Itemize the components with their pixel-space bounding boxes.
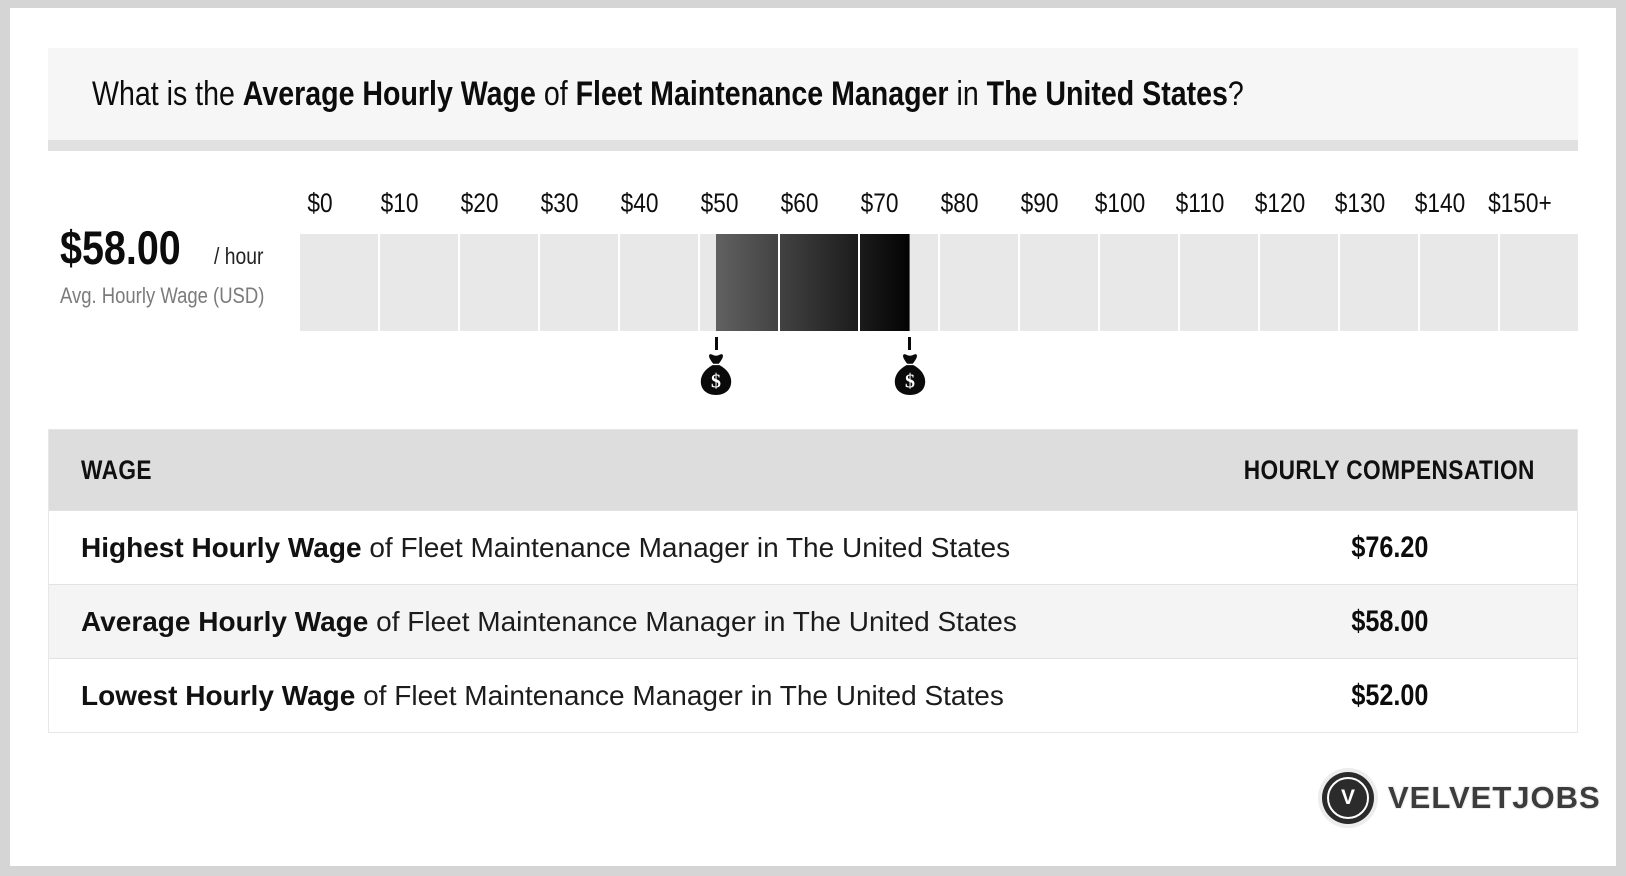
table-row: Highest Hourly Wage of Fleet Maintenance… [49, 510, 1577, 584]
title-emphasis: Fleet Maintenance Manager [575, 74, 949, 113]
banner-shadow-strip [48, 140, 1578, 151]
axis-tick-label: $0 [307, 187, 333, 218]
axis-tick-label: $20 [461, 187, 499, 218]
wage-type-label: Lowest Hourly Wage [81, 679, 356, 711]
wage-type-label: Highest Hourly Wage [81, 531, 362, 563]
average-wage-unit: / hour [213, 243, 264, 269]
table-row: Lowest Hourly Wage of Fleet Maintenance … [49, 658, 1577, 732]
wage-description-cell: Average Hourly Wage of Fleet Maintenance… [49, 606, 1202, 638]
wage-range-bar [300, 234, 1580, 331]
wage-description-cell: Highest Hourly Wage of Fleet Maintenance… [49, 532, 1202, 564]
wage-description-cell: Lowest Hourly Wage of Fleet Maintenance … [49, 680, 1202, 712]
svg-text:$: $ [905, 370, 915, 392]
axis-tick-label: $90 [1021, 187, 1059, 218]
axis-tick-label: $140 [1414, 187, 1466, 218]
axis-tick-label: $30 [541, 187, 579, 218]
axis-tick-label: $100 [1094, 187, 1146, 218]
highest-wage-marker-tick [908, 337, 912, 350]
axis-tick-label: $60 [781, 187, 819, 218]
logo-letter: V [1340, 786, 1355, 809]
compensation-value-cell: $76.20 [1350, 530, 1429, 564]
lowest-wage-money-bag-icon: $ [697, 352, 735, 398]
logo-ring [1327, 777, 1369, 819]
average-wage-value: $58.00 [60, 221, 181, 274]
average-wage-stat: $58.00 / hour Avg. Hourly Wage (USD) [60, 220, 300, 309]
velvetjobs-logo-icon: V [1322, 772, 1374, 824]
svg-text:$: $ [711, 370, 721, 392]
lowest-wage-marker-tick [714, 337, 718, 350]
title-text-segment: of [535, 74, 576, 113]
compensation-value-cell: $58.00 [1350, 604, 1429, 638]
axis-tick-label: $150+ [1488, 187, 1552, 218]
table-row: Average Hourly Wage of Fleet Maintenance… [49, 584, 1577, 658]
title-banner: What is the Average Hourly Wage of Fleet… [48, 48, 1578, 140]
velvetjobs-logo[interactable]: V VELVETJOBS [1322, 771, 1601, 825]
axis-tick-label: $120 [1254, 187, 1306, 218]
axis-tick-label: $130 [1334, 187, 1386, 218]
title-emphasis: The United States [986, 74, 1228, 113]
velvetjobs-brand-text: VELVETJOBS [1388, 780, 1601, 815]
axis-tick-label: $110 [1175, 187, 1225, 218]
average-wage-caption: Avg. Hourly Wage (USD) [60, 283, 265, 308]
axis-tick-label: $80 [941, 187, 979, 218]
compensation-column-header: HOURLY COMPENSATION [1243, 454, 1536, 485]
title-text-segment: What is the [92, 74, 243, 113]
wage-type-label: Average Hourly Wage [81, 605, 369, 637]
highest-wage-money-bag-icon: $ [891, 352, 929, 398]
title-emphasis: Average Hourly Wage [242, 74, 536, 113]
axis-tick-label: $40 [621, 187, 659, 218]
wage-column-header: WAGE [81, 454, 152, 485]
axis-tick-label: $10 [381, 187, 419, 218]
table-header-row: WAGE HOURLY COMPENSATION [49, 430, 1577, 510]
title-text-segment: ? [1227, 74, 1244, 113]
wage-description-text: of Fleet Maintenance Manager in The Unit… [355, 679, 1004, 711]
page-title: What is the Average Hourly Wage of Fleet… [92, 75, 1463, 114]
axis-tick-label: $50 [701, 187, 739, 218]
compensation-value-cell: $52.00 [1350, 678, 1429, 712]
wage-description-text: of Fleet Maintenance Manager in The Unit… [368, 605, 1017, 637]
infographic-card: What is the Average Hourly Wage of Fleet… [10, 8, 1616, 866]
title-text-segment: in [948, 74, 987, 113]
wage-axis-tick-labels: $0 $10 $20 $30 $40 $50 $60 $70 $80 $90 $100 $110 $12… [280, 186, 1560, 220]
wage-table: WAGE HOURLY COMPENSATION Highest Hourly … [48, 429, 1578, 733]
wage-description-text: of Fleet Maintenance Manager in The Unit… [361, 531, 1011, 563]
axis-tick-label: $70 [861, 187, 899, 218]
